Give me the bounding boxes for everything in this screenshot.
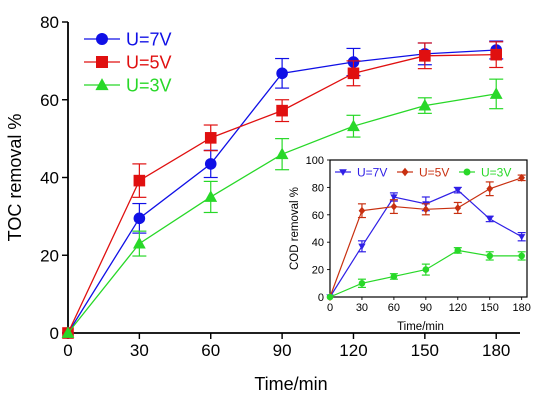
series-U=5V (62, 41, 504, 339)
x-tick-label: 90 (420, 302, 432, 314)
x-tick-label: 60 (201, 341, 220, 360)
legend-entry: U=5V (84, 52, 172, 72)
data-point (518, 234, 526, 241)
legend-label: U=7V (357, 165, 387, 179)
y-tick-label: 60 (312, 210, 324, 222)
data-point (347, 67, 360, 80)
x-tick-label: 180 (482, 341, 510, 360)
data-point (276, 67, 288, 80)
data-point (326, 293, 334, 301)
legend-entry: U=7V (335, 165, 387, 179)
data-point (61, 326, 75, 338)
y-tick-label: 80 (40, 13, 59, 32)
legend-marker (96, 33, 108, 45)
x-tick-label: 30 (356, 302, 368, 314)
y-tick-label: 0 (318, 292, 324, 304)
legend-marker (463, 168, 471, 176)
legend-label: U=5V (419, 165, 449, 179)
y-tick-label: 20 (40, 246, 59, 265)
y-tick-label: 0 (50, 324, 59, 343)
data-point (133, 174, 146, 187)
data-point (518, 252, 525, 260)
legend-label: U=7V (126, 29, 172, 49)
data-point (422, 266, 430, 273)
data-point (358, 243, 366, 250)
data-point (390, 194, 398, 201)
data-point (486, 252, 494, 260)
legend-entry: U=5V (397, 165, 449, 179)
data-point (204, 158, 217, 170)
data-point (204, 190, 218, 202)
data-point (276, 104, 288, 117)
data-point (132, 236, 146, 249)
data-point (454, 203, 462, 212)
series-U=5V (326, 173, 526, 301)
y-tick-label: 100 (306, 155, 324, 167)
data-point (419, 50, 431, 62)
x-tick-label: 90 (273, 341, 292, 360)
x-axis-label: Time/min (254, 374, 327, 394)
x-tick-label: 60 (388, 302, 400, 314)
inset-chart: 0 30 60 90 120 150 180 0 20 40 60 80 100 Time/min COD … (289, 155, 531, 333)
data-point (486, 184, 494, 193)
data-point (133, 212, 146, 225)
data-point (275, 147, 289, 160)
y-axis-label: TOC removal % (5, 114, 25, 242)
y-tick-label: 40 (312, 237, 324, 249)
legend-entry: U=3V (84, 75, 172, 95)
x-tick-label: 150 (411, 341, 439, 360)
x-tick-label: 180 (512, 302, 530, 314)
data-point (358, 280, 366, 287)
legend-entry: U=7V (84, 29, 172, 49)
legend-marker (401, 167, 409, 177)
inset-frame (329, 159, 528, 298)
data-point (454, 187, 462, 194)
x-tick-label: 150 (481, 302, 499, 314)
legend-label: U=5V (126, 52, 172, 72)
series-U=3V (326, 247, 526, 301)
legend-marker (96, 56, 108, 68)
data-point (454, 247, 462, 254)
y-axis-label: COD removal % (289, 187, 301, 270)
x-tick-label: 120 (449, 302, 467, 314)
series-U=3V (61, 78, 504, 338)
y-tick-label: 20 (312, 265, 324, 277)
main-chart: 0 30 60 90 120 150 180 0 20 40 60 80 Time/min TOC rem… (5, 13, 520, 394)
data-point (347, 119, 360, 132)
y-tick-label: 40 (40, 169, 59, 188)
data-point (418, 98, 432, 111)
x-axis-label: Time/min (397, 321, 444, 333)
legend-entry: U=3V (459, 165, 511, 179)
legend-label: U=3V (481, 165, 511, 179)
x-tick-label: 0 (63, 341, 72, 360)
legend-label: U=3V (126, 75, 172, 95)
data-point (490, 48, 503, 61)
legend-marker (339, 169, 347, 176)
data-point (486, 216, 494, 223)
y-tick-label: 60 (40, 91, 59, 110)
data-point (358, 206, 366, 215)
x-tick-label: 30 (130, 341, 149, 360)
data-point (489, 87, 503, 99)
data-point (422, 205, 430, 214)
data-point (518, 173, 525, 182)
y-tick-label: 80 (312, 182, 324, 194)
x-tick-label: 0 (327, 302, 333, 314)
data-point (390, 273, 398, 280)
legend-marker (95, 78, 109, 91)
x-tick-label: 120 (339, 341, 367, 360)
data-point (204, 132, 217, 144)
data-point (390, 202, 398, 211)
